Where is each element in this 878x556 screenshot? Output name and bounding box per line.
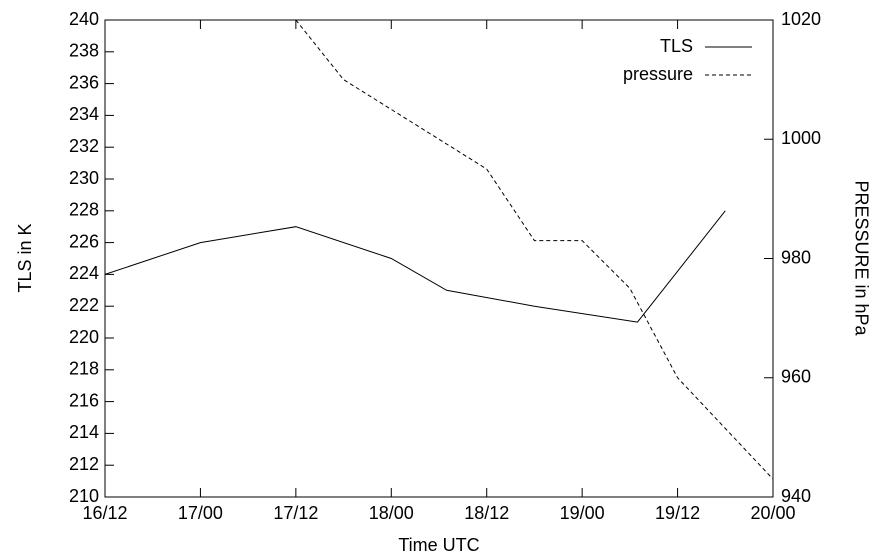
y-tick-label: 210: [69, 486, 99, 506]
y2-tick-label: 980: [781, 247, 811, 267]
x-tick-label: 17/00: [178, 503, 223, 523]
series-line: [104, 210, 726, 323]
legend-label: pressure: [623, 64, 693, 84]
legend-label: TLS: [660, 36, 693, 56]
y-tick-label: 230: [69, 168, 99, 188]
y-tick-label: 226: [69, 231, 99, 251]
y-tick-label: 212: [69, 454, 99, 474]
y-tick-label: 232: [69, 136, 99, 156]
y-tick-label: 220: [69, 327, 99, 347]
y2-tick-label: 1020: [781, 9, 821, 29]
x-tick-label: 18/00: [369, 503, 414, 523]
x-tick-label: 19/12: [655, 503, 700, 523]
series-line: [295, 19, 774, 480]
y-tick-label: 216: [69, 390, 99, 410]
y2-tick-label: 1000: [781, 128, 821, 148]
y2-tick-label: 960: [781, 367, 811, 387]
y-tick-label: 228: [69, 200, 99, 220]
x-tick-label: 18/12: [464, 503, 509, 523]
x-axis-label: Time UTC: [398, 535, 479, 555]
y-tick-label: 236: [69, 72, 99, 92]
plot-frame: [104, 19, 774, 498]
y-tick-label: 240: [69, 9, 99, 29]
y-axis-label: TLS in K: [15, 223, 35, 292]
y-tick-label: 214: [69, 422, 99, 442]
y-tick-label: 218: [69, 359, 99, 379]
x-tick-label: 19/00: [560, 503, 605, 523]
y-tick-label: 224: [69, 263, 99, 283]
y-tick-label: 222: [69, 295, 99, 315]
y-tick-label: 238: [69, 41, 99, 61]
x-tick-label: 17/12: [273, 503, 318, 523]
y2-axis-label: PRESSURE in hPa: [851, 180, 871, 336]
y2-tick-label: 940: [781, 486, 811, 506]
x-tick-label: 20/00: [750, 503, 795, 523]
y-tick-label: 234: [69, 104, 99, 124]
x-tick-label: 16/12: [82, 503, 127, 523]
